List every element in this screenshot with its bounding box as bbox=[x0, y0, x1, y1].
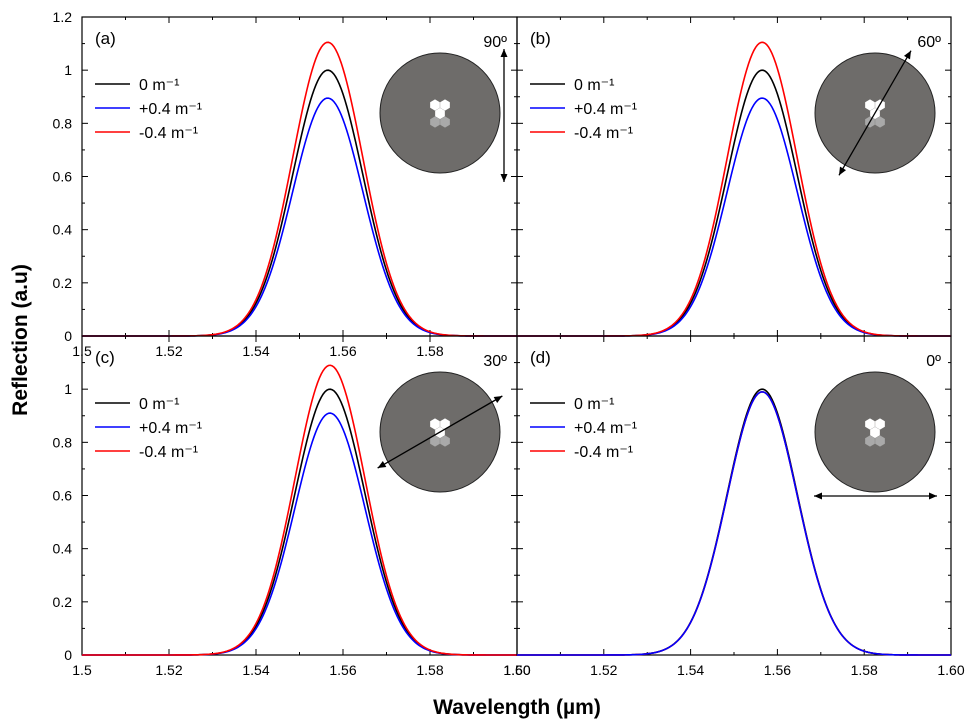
angle-label: 90º bbox=[483, 34, 507, 51]
series-line-2 bbox=[82, 364, 517, 656]
angle-label: 0º bbox=[926, 353, 941, 370]
angle-label: 60º bbox=[917, 34, 941, 51]
panel-b: (b) 0 m⁻¹ +0.4 m⁻¹ -0.4 m⁻¹ 60º bbox=[516, 16, 952, 337]
y-tick-label: 0.6 bbox=[53, 169, 73, 185]
legend-label: 0 m⁻¹ bbox=[574, 77, 614, 94]
bend-direction-arrow bbox=[838, 50, 912, 176]
fiber-cross-section bbox=[379, 52, 501, 174]
air-hole bbox=[875, 116, 885, 128]
x-tick-label: 1.52 bbox=[155, 662, 182, 678]
panels: 1.5 1.52 1.54 1.56 1.58 0 0.2 0.4 0.6 0.8 1 1.2 (a) 0… bbox=[53, 9, 965, 678]
bend-direction-arrow bbox=[377, 395, 503, 469]
x-tick-label: 1.56 bbox=[329, 662, 356, 678]
angle-label: 30º bbox=[483, 353, 507, 370]
x-tick-label: 1.58 bbox=[416, 343, 443, 359]
legend-label: -0.4 m⁻¹ bbox=[574, 125, 633, 142]
air-hole bbox=[865, 435, 875, 447]
air-hole bbox=[440, 99, 450, 111]
air-hole bbox=[865, 99, 875, 111]
y-tick-label: 1.2 bbox=[53, 9, 73, 25]
arrow-head bbox=[929, 492, 937, 500]
legend-label: 0 m⁻¹ bbox=[139, 77, 179, 94]
air-hole bbox=[870, 426, 880, 439]
air-hole bbox=[440, 418, 450, 430]
legend-label: +0.4 m⁻¹ bbox=[574, 420, 637, 437]
x-tick-label: 1.52 bbox=[155, 343, 182, 359]
bend-direction-arrow bbox=[500, 49, 508, 182]
legend-label: -0.4 m⁻¹ bbox=[139, 444, 198, 461]
y-tick-label: 0.8 bbox=[53, 434, 73, 450]
x-tick-label: 1.5 bbox=[72, 662, 92, 678]
x-tick-label: 1.60 bbox=[503, 662, 530, 678]
air-hole bbox=[435, 107, 445, 120]
air-hole bbox=[440, 435, 450, 447]
bend-direction-arrow bbox=[814, 492, 937, 500]
panel-label: (b) bbox=[530, 29, 551, 48]
panel-label: (c) bbox=[95, 348, 115, 367]
y-tick-label: 1 bbox=[64, 381, 72, 397]
air-hole bbox=[430, 435, 440, 447]
y-tick-label: 0.8 bbox=[53, 115, 73, 131]
y-tick-label: 0.2 bbox=[53, 275, 73, 291]
panel-c: 1.5 1.52 1.54 1.56 1.58 1.60 0 0.2 0.4 0.6 0.8 1 (c)… bbox=[53, 335, 531, 678]
x-tick-label: 1.52 bbox=[590, 662, 617, 678]
air-hole bbox=[875, 418, 885, 430]
x-tick-label: 1.54 bbox=[677, 662, 704, 678]
y-tick-label: 0.4 bbox=[53, 222, 73, 238]
y-tick-label: 0 bbox=[64, 328, 72, 344]
legend-label: +0.4 m⁻¹ bbox=[139, 420, 202, 437]
x-tick-label: 1.54 bbox=[242, 662, 269, 678]
legend-label: +0.4 m⁻¹ bbox=[574, 101, 637, 118]
arrow-head bbox=[377, 460, 387, 468]
x-tick-label: 1.56 bbox=[329, 343, 356, 359]
x-axis-title: Wavelength (µm) bbox=[433, 696, 601, 719]
legend-label: 0 m⁻¹ bbox=[574, 396, 614, 413]
y-tick-label: 0 bbox=[64, 647, 72, 663]
legend-label: 0 m⁻¹ bbox=[139, 396, 179, 413]
x-tick-label: 1.50 bbox=[503, 662, 530, 678]
air-hole bbox=[430, 99, 440, 111]
panel-label: (d) bbox=[530, 348, 551, 367]
panel-label: (a) bbox=[95, 29, 116, 48]
arrow-head bbox=[493, 396, 503, 404]
panel-d: 1.50 1.52 1.54 1.56 1.58 1.60 (d) 0 m⁻¹ +0.4 m⁻¹… bbox=[503, 335, 965, 678]
y-tick-label: 0.6 bbox=[53, 488, 73, 504]
arrow-head bbox=[500, 174, 508, 182]
fiber-cross-section bbox=[814, 371, 936, 493]
air-hole bbox=[430, 418, 440, 430]
legend-label: +0.4 m⁻¹ bbox=[139, 101, 202, 118]
x-tick-label: 1.56 bbox=[764, 662, 791, 678]
legend-label: -0.4 m⁻¹ bbox=[139, 125, 198, 142]
air-hole bbox=[430, 116, 440, 128]
y-axis-title: Reflection (a.u) bbox=[9, 264, 32, 416]
y-tick-label: 0.2 bbox=[53, 594, 73, 610]
panel-a: 1.5 1.52 1.54 1.56 1.5800.20.40.60.811.2(a)0… bbox=[53, 9, 518, 359]
arrow-head bbox=[839, 166, 847, 176]
arrow-head bbox=[500, 49, 508, 57]
air-hole bbox=[875, 435, 885, 447]
arrow-head bbox=[903, 50, 911, 60]
x-tick-label: 1.58 bbox=[851, 662, 878, 678]
y-tick-label: 0.4 bbox=[53, 541, 73, 557]
y-tick-label: 1 bbox=[64, 62, 72, 78]
x-tick-label: 1.58 bbox=[416, 662, 443, 678]
air-hole bbox=[440, 116, 450, 128]
x-tick-label: 1.54 bbox=[242, 343, 269, 359]
legend-label: -0.4 m⁻¹ bbox=[574, 444, 633, 461]
series-line-2 bbox=[517, 391, 951, 656]
air-hole bbox=[865, 418, 875, 430]
arrow-head bbox=[814, 492, 822, 500]
x-tick-label: 1.60 bbox=[937, 662, 964, 678]
